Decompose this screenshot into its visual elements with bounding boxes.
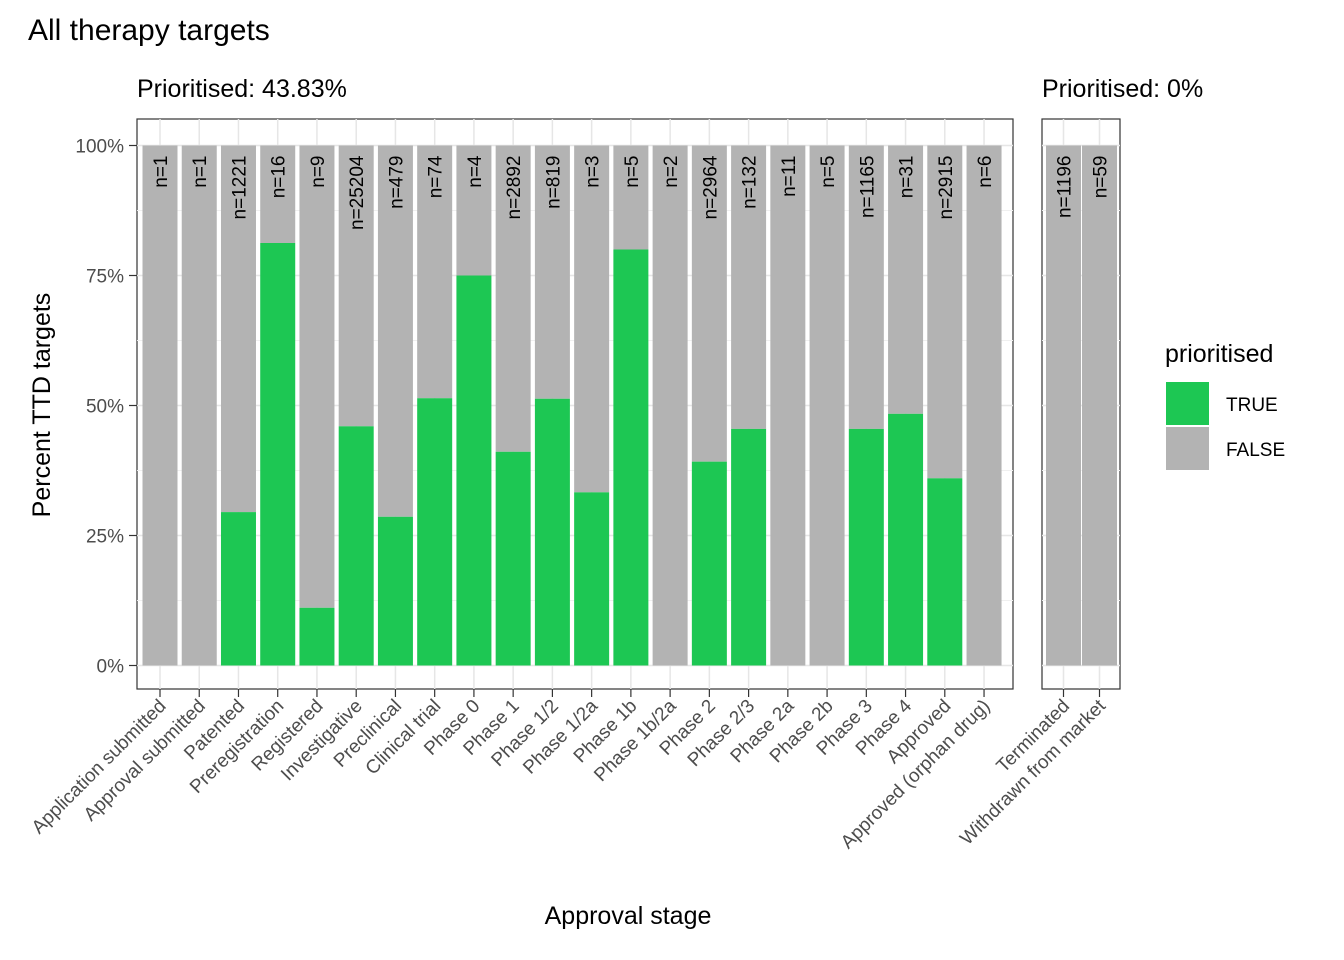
bar-true — [456, 275, 492, 666]
n-label: n=5 — [818, 156, 839, 188]
bar-false — [495, 145, 531, 452]
n-label: n=25204 — [347, 155, 368, 230]
n-label: n=1 — [151, 156, 172, 188]
bar-false — [809, 145, 845, 666]
bar-false — [731, 145, 767, 429]
n-label: n=819 — [543, 156, 564, 209]
n-label: n=4 — [465, 155, 486, 188]
bar-true — [495, 451, 531, 666]
bar-true — [848, 428, 884, 666]
n-label: n=74 — [426, 155, 447, 198]
n-label: n=3 — [583, 156, 604, 188]
bar-false — [888, 145, 924, 414]
y-tick-label: 100% — [75, 137, 124, 158]
bar-false — [652, 145, 688, 666]
bar-false — [691, 145, 727, 462]
chart-title: All therapy targets — [28, 14, 270, 47]
bar-true — [220, 512, 256, 666]
panel-prioritised: Prioritised: 43.83% n=1 n=1 n=1221 n=16 n=9 n… — [28, 75, 1014, 853]
y-tick-label: 0% — [97, 657, 125, 678]
n-label: n=479 — [386, 156, 407, 209]
n-label: n=11 — [779, 156, 800, 197]
n-label: n=16 — [269, 156, 290, 199]
y-tick-label: 25% — [86, 527, 124, 548]
panel-title: Prioritised: 0% — [1042, 75, 1203, 103]
bar-false — [1046, 145, 1081, 666]
n-label: n=1165 — [857, 156, 878, 219]
bar-false — [260, 145, 296, 243]
bar-false — [613, 145, 649, 250]
bar-false — [574, 145, 610, 493]
legend-swatch-false — [1166, 427, 1209, 470]
n-label: n=2892 — [504, 156, 525, 220]
bar-false — [456, 145, 492, 276]
bar-false — [848, 145, 884, 429]
y-tick-label: 50% — [86, 397, 124, 418]
y-axis-title: Percent TTD targets — [28, 293, 56, 518]
bar-true — [377, 516, 413, 666]
n-labels: n=1 n=1 n=1221 n=16 n=9 n=25204 n=479 n=74 n=4 n=… — [151, 155, 996, 230]
bar-false — [417, 145, 453, 399]
bar-false — [966, 145, 1002, 666]
n-label: n=1 — [190, 156, 211, 188]
n-label: n=59 — [1091, 156, 1112, 199]
n-label: n=2964 — [700, 155, 721, 219]
bar-false — [1082, 145, 1117, 666]
bar-true — [613, 249, 649, 666]
n-label: n=6 — [975, 156, 996, 188]
panel-title: Prioritised: 43.83% — [137, 75, 347, 103]
n-label: n=9 — [308, 156, 329, 188]
x-axis-title: Approval stage — [545, 902, 712, 930]
bar-true — [338, 426, 374, 666]
bar-true — [574, 492, 610, 666]
bar-false — [142, 145, 178, 666]
bar-true — [260, 243, 296, 666]
n-label: n=1196 — [1055, 156, 1076, 219]
bar-false — [338, 145, 374, 427]
bar-false — [377, 145, 413, 517]
n-label: n=5 — [622, 156, 643, 188]
n-label: n=2915 — [936, 156, 957, 220]
bar-false — [181, 145, 217, 666]
n-label: n=31 — [897, 156, 918, 199]
bar-false — [220, 145, 256, 513]
y-tick-label: 75% — [86, 267, 124, 288]
bar-true — [731, 428, 767, 666]
bar-false — [534, 145, 570, 399]
bar-true — [534, 398, 570, 666]
y-axis: 0% 25% 50% 75% 100% — [75, 137, 137, 678]
bar-false — [299, 145, 335, 608]
legend: prioritised TRUE FALSE — [1165, 340, 1285, 470]
bars — [1046, 145, 1117, 666]
legend-label-false: FALSE — [1226, 440, 1285, 461]
n-label: n=132 — [740, 156, 761, 209]
n-label: n=2 — [661, 156, 682, 188]
bar-true — [888, 413, 924, 666]
legend-swatch-true — [1166, 382, 1209, 425]
bar-true — [691, 461, 727, 666]
bar-true — [299, 607, 335, 666]
bars — [142, 145, 1002, 666]
n-label: n=1221 — [229, 156, 250, 220]
bar-false — [770, 145, 806, 666]
legend-label-true: TRUE — [1226, 395, 1278, 416]
bar-false — [927, 145, 963, 479]
bar-true — [927, 478, 963, 666]
bar-true — [417, 398, 453, 666]
legend-title: prioritised — [1165, 340, 1273, 368]
n-labels: n=1196 n=59 — [1055, 156, 1112, 219]
